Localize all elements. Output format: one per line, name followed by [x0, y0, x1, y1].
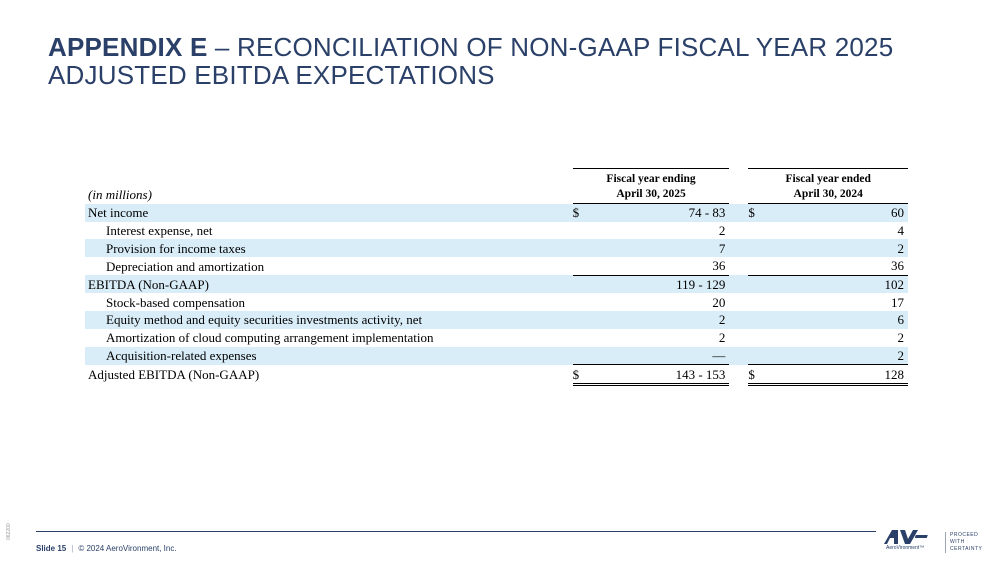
- table-row-total: Adjusted EBITDA (Non-GAAP) $143 - 153 $1…: [85, 364, 908, 386]
- reconciliation-table: (in millions) Fiscal year ending April 30…: [85, 168, 908, 386]
- footer: Slide 15 | © 2024 AeroVironment, Inc.: [36, 544, 177, 553]
- table-row: Equity method and equity securities inve…: [85, 311, 908, 329]
- logo-wordmark: AeroVironment™: [886, 545, 925, 551]
- table-row: Acquisition-related expenses — 2: [85, 346, 908, 366]
- page-title: APPENDIX E – RECONCILIATION OF NON-GAAP …: [48, 33, 978, 89]
- table-row: Interest expense, net 2 4: [106, 223, 904, 239]
- units-label: (in millions): [85, 168, 573, 204]
- table-row: Amortization of cloud computing arrangem…: [106, 330, 904, 346]
- table-row: Net income $74 - 83 $60: [85, 202, 908, 222]
- title-appendix: APPENDIX E: [48, 32, 208, 62]
- title-text: – RECONCILIATION OF NON-GAAP FISCAL YEAR…: [48, 32, 894, 90]
- footer-divider: [36, 531, 876, 532]
- col1-header: Fiscal year ending April 30, 2025: [572, 168, 730, 204]
- side-code: 062200: [6, 523, 12, 540]
- table-row: Depreciation and amortization 36 36: [85, 257, 908, 276]
- table-row: Provision for income taxes 7 2: [85, 239, 908, 258]
- aerovironment-logo: [884, 530, 928, 544]
- table-header-row: (in millions) Fiscal year ending April 30…: [85, 168, 908, 204]
- table-row: EBITDA (Non-GAAP) 119 - 129 102: [85, 275, 908, 294]
- copyright: © 2024 AeroVironment, Inc.: [78, 544, 177, 553]
- tagline: PROCEED WITH CERTAINTY: [945, 532, 982, 553]
- table-row: Stock-based compensation 20 17: [106, 294, 904, 310]
- slide-number: Slide 15: [36, 544, 67, 553]
- col2-header: Fiscal year ended April 30, 2024: [748, 168, 908, 204]
